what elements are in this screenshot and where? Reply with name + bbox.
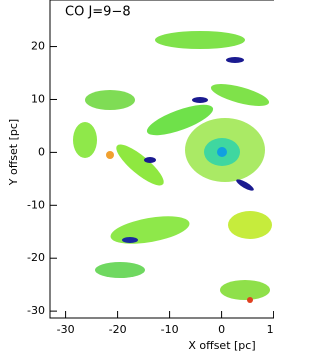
chart: CO J=9−8 X offset [pc] Y offset [pc] -30… bbox=[7, 0, 274, 352]
x-tick-label: -30 bbox=[57, 323, 75, 336]
x-tick-label: 0 bbox=[218, 323, 225, 336]
y-tick-label: -30 bbox=[27, 304, 45, 317]
emission-map bbox=[73, 31, 272, 303]
x-tick-label: 10 bbox=[267, 323, 274, 336]
y-tick-label: -10 bbox=[27, 198, 45, 211]
x-tick-label: -10 bbox=[161, 323, 179, 336]
y-tick-label: 0 bbox=[38, 145, 45, 158]
plot-frame bbox=[49, 0, 274, 319]
chart-title: CO J=9−8 bbox=[65, 5, 131, 20]
x-tick-label: -20 bbox=[109, 323, 127, 336]
y-tick-label: 10 bbox=[31, 92, 45, 105]
y-tick-label: -20 bbox=[27, 251, 45, 264]
x-axis-label: X offset [pc] bbox=[188, 339, 255, 352]
y-tick-label: 20 bbox=[31, 40, 45, 53]
y-axis-label: Y offset [pc] bbox=[7, 119, 20, 186]
